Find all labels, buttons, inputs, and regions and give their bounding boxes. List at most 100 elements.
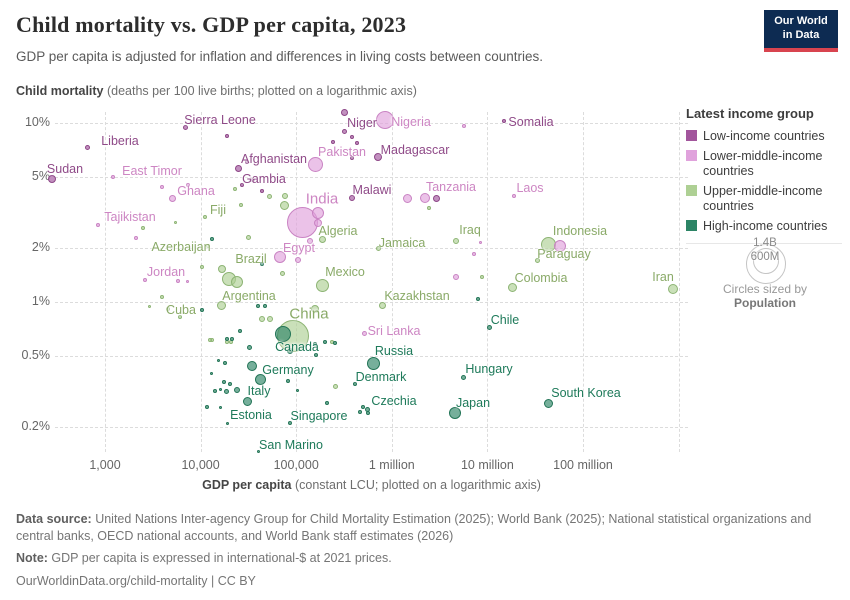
data-point[interactable] [217, 264, 226, 273]
data-point-sri-lanka[interactable] [361, 330, 367, 336]
country-label-india[interactable]: India [305, 190, 339, 208]
country-label-iraq[interactable]: Iraq [459, 223, 481, 237]
data-point-russia[interactable] [366, 356, 380, 370]
data-point[interactable] [141, 226, 145, 230]
country-label-tanzania[interactable]: Tanzania [425, 180, 477, 194]
data-point-kazakhstan[interactable] [378, 301, 386, 309]
data-point[interactable] [262, 304, 267, 308]
country-label-liberia[interactable]: Liberia [101, 134, 139, 148]
data-point[interactable] [296, 388, 300, 392]
data-point-niger[interactable] [341, 109, 348, 117]
country-label-gambia[interactable]: Gambia [242, 172, 286, 186]
data-point[interactable] [210, 371, 214, 375]
data-point-cuba[interactable] [166, 307, 171, 312]
data-point[interactable] [361, 404, 365, 409]
data-point-south-korea[interactable] [543, 399, 553, 409]
data-point-colombia[interactable] [508, 283, 518, 293]
data-point[interactable] [256, 304, 261, 308]
data-point[interactable] [251, 178, 255, 183]
data-point[interactable] [176, 279, 180, 283]
country-label-azerbaijan[interactable]: Azerbaijan [151, 240, 211, 254]
data-point[interactable] [349, 134, 354, 139]
data-point[interactable] [259, 316, 266, 323]
data-point[interactable] [285, 379, 290, 383]
country-label-jordan[interactable]: Jordan [146, 265, 186, 279]
data-point[interactable] [281, 193, 288, 200]
data-point[interactable] [472, 252, 477, 257]
data-point[interactable] [279, 270, 285, 276]
country-label-singapore[interactable]: Singapore [290, 409, 348, 423]
country-label-madagascar[interactable]: Madagascar [380, 143, 450, 157]
data-point[interactable] [426, 206, 431, 210]
country-label-pakistan[interactable]: Pakistan [318, 145, 366, 159]
data-point[interactable] [238, 202, 243, 207]
data-point-egypt[interactable] [274, 251, 287, 264]
data-point-iran[interactable] [667, 284, 678, 295]
legend-item-lower_middle[interactable]: Lower-middle-income countries [686, 149, 848, 178]
data-point[interactable] [354, 141, 359, 146]
data-point-east-timor[interactable] [110, 174, 115, 179]
data-point-jordan[interactable] [142, 277, 147, 282]
data-point-chile[interactable] [486, 325, 492, 330]
country-label-tajikistan[interactable]: Tajikistan [104, 210, 156, 224]
country-label-germany[interactable]: Germany [262, 363, 314, 377]
country-label-niger[interactable]: Niger [347, 116, 377, 130]
data-point[interactable] [224, 133, 229, 138]
data-point-paraguay[interactable] [534, 258, 540, 264]
data-point[interactable] [275, 326, 292, 343]
data-point-singapore[interactable] [287, 421, 292, 426]
data-point[interactable] [294, 256, 301, 263]
legend-item-low[interactable]: Low-income countries [686, 129, 848, 143]
data-point[interactable] [159, 184, 164, 189]
data-point[interactable] [230, 337, 234, 342]
country-label-san-marino[interactable]: San Marino [259, 438, 323, 452]
data-point-afghanistan[interactable] [235, 164, 243, 172]
data-point-somalia[interactable] [502, 118, 507, 123]
data-point[interactable] [199, 264, 204, 269]
country-label-cuba[interactable]: Cuba [166, 303, 196, 317]
data-point-iraq[interactable] [453, 237, 460, 244]
data-point[interactable] [207, 338, 212, 343]
data-point[interactable] [212, 389, 217, 394]
country-label-estonia[interactable]: Estonia [230, 408, 272, 422]
country-label-hungary[interactable]: Hungary [465, 362, 513, 376]
data-point[interactable] [314, 353, 318, 358]
data-point[interactable] [173, 221, 177, 225]
data-point[interactable] [238, 328, 242, 333]
country-label-nigeria[interactable]: Nigeria [391, 115, 431, 129]
data-point[interactable] [185, 279, 189, 283]
data-point-algeria[interactable] [319, 235, 327, 243]
data-point[interactable] [260, 262, 265, 266]
data-point-nigeria[interactable] [376, 111, 395, 129]
data-point[interactable] [280, 200, 290, 210]
data-point[interactable] [219, 387, 223, 391]
data-point-san-marino[interactable] [256, 449, 260, 453]
owid-logo[interactable]: Our World in Data [764, 10, 838, 52]
country-label-egypt[interactable]: Egypt [283, 241, 315, 255]
data-point[interactable] [147, 305, 151, 309]
country-label-sierra-leone[interactable]: Sierra Leone [184, 113, 256, 127]
country-label-indonesia[interactable]: Indonesia [552, 224, 608, 238]
data-point[interactable] [432, 194, 440, 202]
data-point-denmark[interactable] [352, 381, 357, 386]
data-point-germany[interactable] [254, 373, 266, 385]
data-point[interactable] [314, 218, 322, 227]
data-point[interactable] [224, 388, 230, 394]
data-point[interactable] [260, 189, 265, 193]
country-label-mexico[interactable]: Mexico [325, 265, 365, 279]
data-point[interactable] [554, 239, 567, 252]
legend-item-high[interactable]: High-income countries [686, 219, 848, 233]
data-point[interactable] [312, 342, 317, 347]
data-point[interactable] [267, 193, 273, 199]
country-label-chile[interactable]: Chile [490, 313, 520, 327]
data-point-italy[interactable] [243, 396, 253, 406]
data-point[interactable] [186, 183, 191, 188]
data-point[interactable] [325, 400, 329, 405]
country-label-colombia[interactable]: Colombia [514, 271, 568, 285]
data-point-sierra-leone[interactable] [182, 125, 188, 131]
data-point[interactable] [245, 234, 251, 240]
data-point[interactable] [312, 207, 324, 219]
country-label-ghana[interactable]: Ghana [177, 184, 215, 198]
country-label-afghanistan[interactable]: Afghanistan [240, 152, 308, 166]
data-point[interactable] [333, 384, 339, 390]
